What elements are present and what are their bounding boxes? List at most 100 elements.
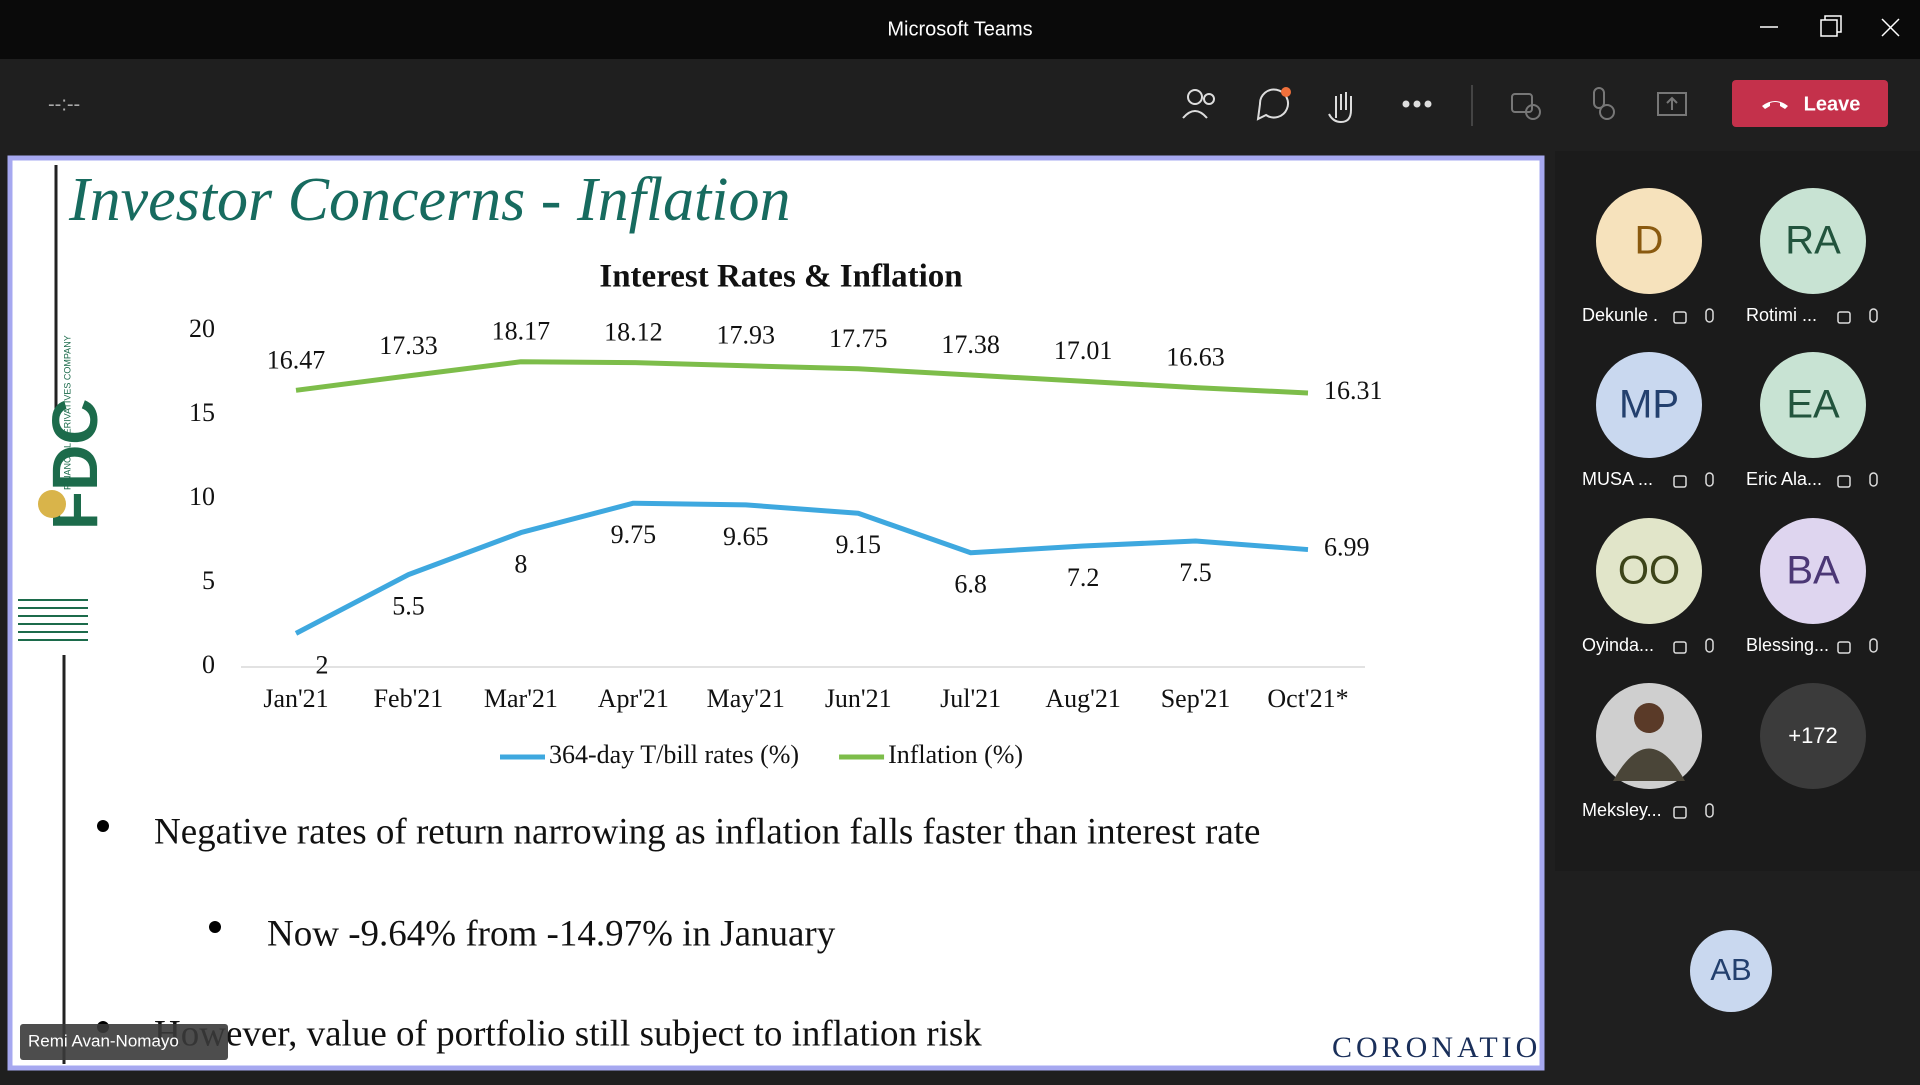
mic-off-icon: [1705, 638, 1714, 653]
y-tick-label: 0: [202, 650, 215, 679]
mic-off-icon: [1705, 472, 1714, 487]
camera-off-icon: [1837, 641, 1851, 654]
data-label: 16.31: [1324, 376, 1383, 405]
avatar-initials: BA: [1786, 549, 1840, 593]
data-label: 17.38: [941, 330, 1000, 359]
avatar-initials: RA: [1785, 219, 1841, 263]
avatar-photo-body: [1613, 748, 1685, 781]
x-tick-label: Jun'21: [825, 684, 892, 713]
avatar: [1596, 518, 1702, 624]
avatar-initials: EA: [1786, 383, 1840, 427]
bullet-text: Now -9.64% from -14.97% in January: [267, 913, 836, 954]
window-title: Microsoft Teams: [887, 18, 1032, 40]
data-label: 17.93: [717, 321, 776, 350]
bullet-text: However, value of portfolio still subjec…: [154, 1013, 982, 1054]
participants: D Dekunle . RA Rotimi ... MP MUSA ... EA Eric A…: [1582, 188, 1878, 1012]
series-line: [294, 500, 1309, 636]
leave-button-bg[interactable]: [1732, 80, 1888, 127]
mic-off-icon: [1705, 308, 1714, 323]
x-tick-label: Jul'21: [940, 684, 1001, 713]
leave-icon: [1762, 101, 1788, 109]
data-label: 7.5: [1179, 558, 1212, 587]
window-controls[interactable]: [1760, 15, 1900, 37]
data-label: 16.47: [267, 345, 326, 374]
self-avatar: [1690, 930, 1772, 1012]
avatar: [1596, 188, 1702, 294]
participant-name: Blessing...: [1746, 635, 1829, 655]
camera-off-icon: [1837, 475, 1851, 488]
bullet: [209, 921, 221, 933]
toolbar: [0, 59, 1920, 151]
y-tick-label: 5: [202, 566, 215, 595]
y-tick-label: 20: [189, 314, 215, 343]
participant-name: Oyinda...: [1582, 635, 1654, 655]
avatar: [1760, 518, 1866, 624]
x-tick-label: Aug'21: [1045, 684, 1120, 713]
data-label: 7.2: [1067, 563, 1100, 592]
data-label: 2: [316, 650, 329, 679]
avatar-photo-head: [1634, 703, 1664, 733]
data-label: 6.8: [954, 570, 987, 599]
avatar-photo: [1596, 683, 1702, 789]
more-count: +172: [1788, 723, 1838, 748]
toolbar-icons[interactable]: [1182, 85, 1687, 126]
data-label: 16.63: [1166, 343, 1225, 372]
data-label: 9.75: [611, 520, 657, 549]
data-label: 17.01: [1054, 336, 1113, 365]
leave-button[interactable]: Leave: [1732, 80, 1888, 127]
camera-off-icon: [1673, 311, 1687, 324]
mic-off-icon: [1869, 638, 1878, 653]
camera-off-icon: [1673, 641, 1687, 654]
data-label: 9.15: [835, 530, 881, 559]
shared-slide: [7, 155, 1545, 1071]
participant-name: MUSA ...: [1582, 469, 1653, 489]
data-label: 18.17: [492, 317, 551, 346]
x-tick-label: Feb'21: [374, 684, 444, 713]
mic-off-icon: [1869, 308, 1878, 323]
data-label: 17.75: [829, 324, 888, 353]
data-label: 6.99: [1324, 533, 1370, 562]
data-label: 9.65: [723, 522, 769, 551]
data-label: 5.5: [392, 592, 425, 621]
camera-off-icon: [1673, 806, 1687, 819]
legend-label: Inflation (%): [888, 740, 1023, 769]
mic-off-icon: [1705, 803, 1714, 818]
y-tick-label: 10: [189, 482, 215, 511]
camera-off-icon: [1673, 475, 1687, 488]
x-tick-label: Sep'21: [1161, 684, 1231, 713]
avatar: [1596, 352, 1702, 458]
x-tick-label: May'21: [707, 684, 785, 713]
participant-name: Eric Ala...: [1746, 469, 1822, 489]
more-participants[interactable]: [1760, 683, 1866, 789]
avatar: [1760, 188, 1866, 294]
y-tick-label: 15: [189, 398, 215, 427]
avatar-initials: D: [1635, 219, 1664, 263]
x-tick-label: Mar'21: [484, 684, 558, 713]
x-tick-label: Oct'21*: [1267, 684, 1348, 713]
slide-content: Investor Concerns - Inflation FDC FINANC…: [18, 165, 1567, 1064]
participant-name: Dekunle .: [1582, 305, 1658, 325]
data-label: 18.12: [604, 318, 663, 347]
participant-name: Rotimi ...: [1746, 305, 1817, 325]
logo-stripes: [18, 599, 88, 641]
avatar-initials: OO: [1618, 549, 1680, 593]
avatar: [1760, 352, 1866, 458]
data-label: 8: [514, 550, 527, 579]
slide-title: Investor Concerns - Inflation: [68, 166, 791, 234]
leave-label[interactable]: Leave: [1804, 93, 1861, 115]
legend-label: 364-day T/bill rates (%): [549, 740, 799, 769]
data-label: 17.33: [379, 331, 438, 360]
series-line: [295, 359, 1309, 396]
presenter-name: Remi Avan-Nomayo: [28, 1031, 179, 1050]
bullet-text: Negative rates of return narrowing as in…: [154, 811, 1260, 852]
self-initials: AB: [1710, 952, 1751, 987]
presenter-tag: [20, 1024, 228, 1060]
bullet: [97, 820, 109, 832]
camera-off-icon: [1837, 311, 1851, 324]
participant-name: Meksley...: [1582, 800, 1662, 820]
avatar-initials: MP: [1619, 383, 1679, 427]
logo-caption: FINANCIAL DERIVATIVES COMPANY: [62, 335, 72, 490]
footer-brand: CORONATION: [1332, 1031, 1567, 1064]
